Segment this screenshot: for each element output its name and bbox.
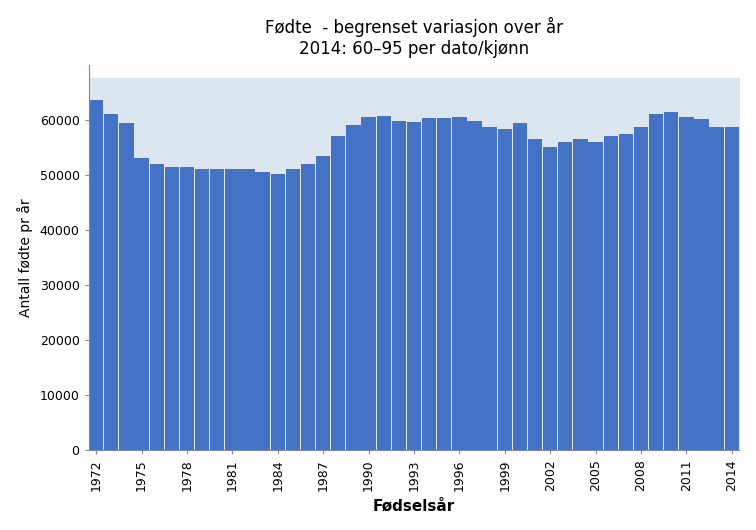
Bar: [437, 118, 451, 450]
Y-axis label: Antall fødte pr år: Antall fødte pr år: [17, 198, 33, 317]
Bar: [256, 172, 270, 450]
Bar: [543, 147, 557, 450]
Bar: [634, 127, 648, 450]
Bar: [452, 117, 466, 450]
Bar: [558, 142, 572, 450]
Bar: [679, 117, 693, 450]
Bar: [195, 170, 209, 450]
Bar: [361, 117, 376, 450]
Bar: [89, 101, 104, 450]
Title: Fødte  - begrenset variasjon over år
2014: 60–95 per dato/kjønn: Fødte - begrenset variasjon over år 2014…: [265, 16, 563, 58]
Bar: [135, 158, 149, 450]
Bar: [573, 139, 587, 450]
Bar: [165, 166, 179, 450]
Bar: [497, 129, 512, 450]
Bar: [482, 127, 497, 450]
Bar: [286, 170, 300, 450]
Bar: [392, 121, 406, 450]
Bar: [467, 121, 482, 450]
Bar: [694, 119, 708, 450]
Bar: [119, 122, 134, 450]
Bar: [225, 170, 240, 450]
Bar: [180, 166, 194, 450]
Bar: [422, 118, 436, 450]
Bar: [210, 170, 225, 450]
Bar: [271, 174, 285, 450]
Bar: [316, 156, 330, 450]
Bar: [346, 125, 361, 450]
Bar: [664, 111, 678, 450]
Bar: [331, 136, 345, 450]
Bar: [649, 114, 663, 450]
Bar: [240, 170, 255, 450]
Bar: [301, 164, 315, 450]
Bar: [376, 116, 391, 450]
Bar: [618, 134, 633, 450]
X-axis label: Fødselsår: Fødselsår: [373, 498, 455, 514]
Bar: [104, 114, 119, 450]
Bar: [407, 122, 421, 450]
Bar: [603, 136, 618, 450]
Bar: [528, 139, 542, 450]
Bar: [709, 127, 723, 450]
Bar: [150, 164, 164, 450]
Bar: [588, 142, 603, 450]
Bar: [513, 122, 527, 450]
Bar: [724, 127, 739, 450]
